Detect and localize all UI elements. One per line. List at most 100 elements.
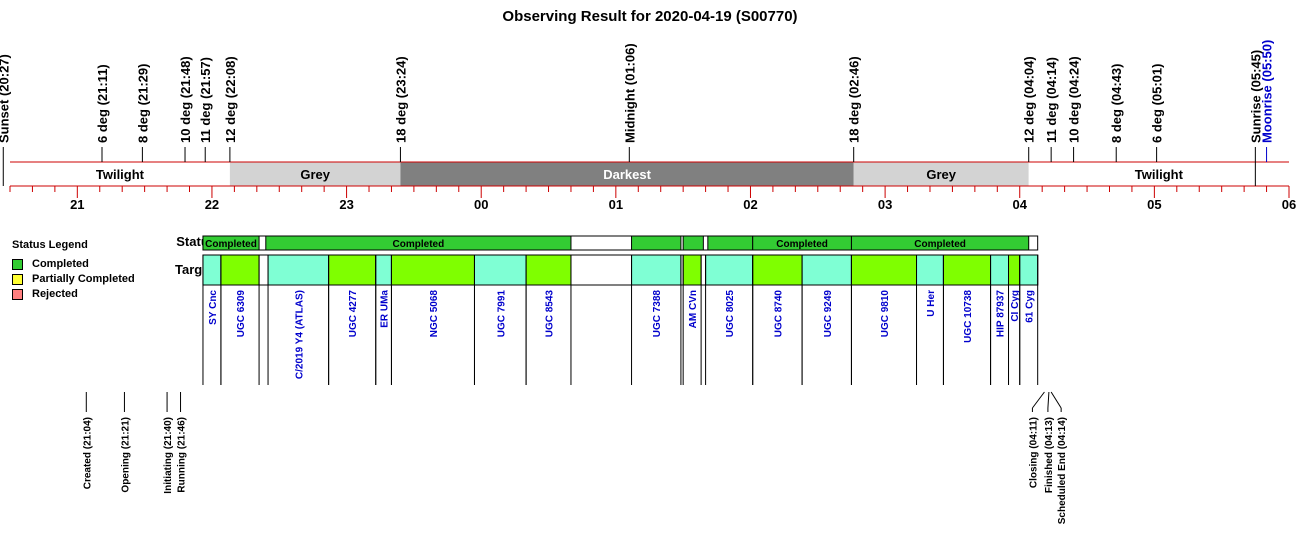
bottom-event-label: Running (21:46)	[177, 417, 188, 493]
bottom-event-connector	[1050, 391, 1062, 409]
target-block	[990, 254, 1010, 286]
sky-band-grey	[853, 162, 1029, 186]
target-name: UGC 7991	[496, 290, 507, 338]
target-block	[1008, 254, 1021, 286]
target-name: UGC 8543	[545, 290, 556, 338]
bottom-event-connector	[1047, 391, 1050, 409]
event-marker-label: Sunrise (05:45)	[1248, 50, 1263, 143]
status-bar-label: Completed	[914, 239, 966, 250]
sky-band-label: Twilight	[96, 167, 145, 182]
legend-swatch-partially-completed	[12, 273, 23, 285]
event-marker-label: 6 deg (21:11)	[95, 64, 110, 143]
status-bar-completed	[850, 235, 1030, 251]
event-marker-label: Sunset (20:27)	[0, 54, 11, 143]
legend-item-partially-completed: Partially Completed	[12, 273, 135, 285]
hour-tick-label: 01	[609, 197, 623, 212]
event-marker-label: Midnight (01:06)	[622, 43, 637, 143]
status-bar-label: Completed	[205, 239, 257, 250]
event-marker-label: 18 deg (23:24)	[393, 56, 408, 143]
target-name: 61 Cyg	[1025, 290, 1036, 323]
target-name: UGC 10738	[963, 290, 974, 343]
target-block	[850, 254, 918, 286]
target-block	[801, 254, 852, 286]
event-marker-label: 11 deg (21:57)	[198, 57, 213, 143]
event-marker-label: 6 deg (05:01)	[1150, 64, 1165, 143]
sky-band-twilight	[10, 162, 230, 186]
legend-item-completed: Completed	[12, 258, 89, 270]
chart-title: Observing Result for 2020-04-19 (S00770)	[502, 8, 797, 25]
target-name: NGC 5068	[429, 290, 440, 338]
legend-label-rejected: Rejected	[32, 288, 78, 300]
target-block	[705, 254, 754, 286]
status-bar-completed	[265, 235, 572, 251]
hour-tick-label: 04	[1013, 197, 1028, 212]
sky-band-label: Twilight	[1135, 167, 1184, 182]
bottom-event-connector	[1032, 391, 1045, 409]
target-name: SY Cnc	[208, 290, 219, 325]
target-name: UGC 8025	[725, 290, 736, 338]
status-bar-label: Completed	[393, 239, 445, 250]
sky-band-darkest	[400, 162, 854, 186]
bottom-event-label: Scheduled End (04:14)	[1057, 417, 1068, 524]
legend-label-completed: Completed	[32, 258, 89, 270]
event-marker-label: 10 deg (04:24)	[1067, 56, 1082, 143]
target-block	[375, 254, 392, 286]
sky-band-grey	[229, 162, 401, 186]
sky-band-label: Grey	[926, 167, 956, 182]
event-marker-label: 10 deg (21:48)	[178, 56, 193, 143]
target-block	[390, 254, 475, 286]
legend-item-rejected: Rejected	[12, 288, 78, 300]
bottom-event-label: Initiating (21:40)	[163, 417, 174, 494]
target-name: UGC 7388	[652, 290, 663, 338]
target-block	[916, 254, 944, 286]
bottom-event-label: Created (21:04)	[82, 417, 93, 489]
target-name: UGC 9249	[823, 290, 834, 338]
bottom-event-label: Opening (21:21)	[120, 417, 131, 493]
sky-band-label: Grey	[300, 167, 330, 182]
event-marker-label: 12 deg (22:08)	[223, 56, 238, 143]
target-name: UGC 6309	[236, 290, 247, 338]
hour-tick-label: 02	[743, 197, 757, 212]
target-name: UGC 8740	[773, 290, 784, 338]
status-bar-completed	[682, 235, 704, 251]
hour-tick-label: 23	[339, 197, 353, 212]
target-name: CI Cyg	[1010, 290, 1021, 322]
target-block	[473, 254, 527, 286]
target-name: ER UMa	[380, 290, 391, 328]
hour-tick-label: 21	[70, 197, 84, 212]
hour-tick-label: 00	[474, 197, 488, 212]
target-block	[525, 254, 572, 286]
status-bar-label: Completed	[776, 239, 828, 250]
bottom-event-label: Closing (04:11)	[1028, 417, 1039, 488]
hour-tick-label: 22	[205, 197, 219, 212]
status-legend-title: Status Legend	[12, 239, 88, 251]
target-block	[267, 254, 330, 286]
target-name: UGC 9810	[880, 290, 891, 338]
target-block	[942, 254, 992, 286]
target-name: HIP 87937	[996, 290, 1007, 338]
target-block	[202, 254, 222, 286]
status-bar-completed	[202, 235, 260, 251]
hour-tick-label: 05	[1147, 197, 1161, 212]
legend-swatch-rejected	[12, 288, 23, 300]
target-block	[220, 254, 260, 286]
target-name: AM CVn	[688, 290, 699, 328]
sky-band-label: Darkest	[603, 167, 651, 182]
event-marker-label: 8 deg (21:29)	[135, 64, 150, 143]
target-name: UGC 4277	[348, 290, 359, 338]
legend-swatch-completed	[12, 258, 23, 270]
target-block	[752, 254, 803, 286]
target-block	[631, 254, 682, 286]
sky-band-twilight	[1028, 162, 1289, 186]
event-marker-label: Moonrise (05:50)	[1260, 40, 1275, 143]
event-marker-label: 18 deg (02:46)	[847, 56, 862, 143]
target-block	[1019, 254, 1039, 286]
status-bar-completed	[707, 235, 754, 251]
event-marker-label: 12 deg (04:04)	[1022, 56, 1037, 143]
status-bar-completed	[631, 235, 682, 251]
hour-tick-label: 06	[1282, 197, 1296, 212]
target-block	[328, 254, 377, 286]
event-marker-label: 11 deg (04:14)	[1044, 57, 1059, 143]
hour-tick-label: 03	[878, 197, 892, 212]
